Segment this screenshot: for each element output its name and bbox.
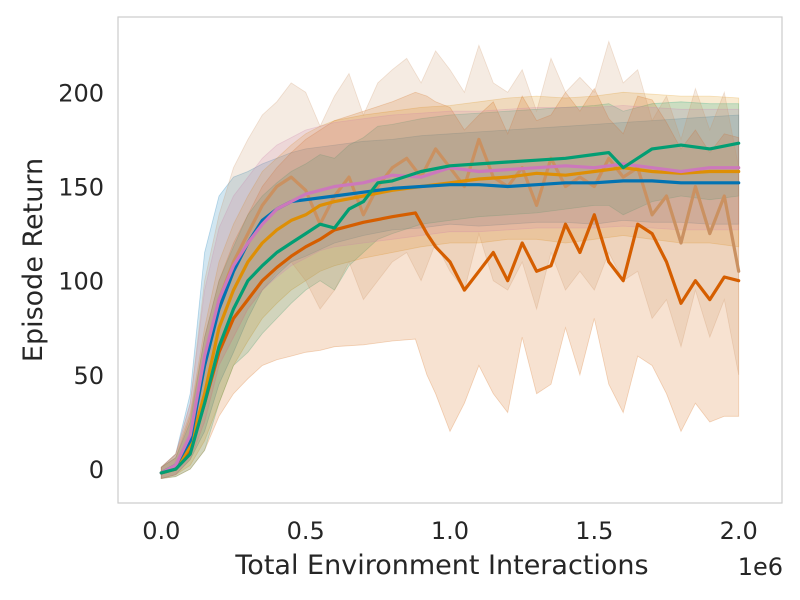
series-vermillion-line (159, 211, 741, 475)
x-axis-offset-label: 1e6 (738, 553, 783, 581)
series-blue-line (159, 179, 741, 475)
series-green-band (160, 101, 740, 479)
series-orange-line (159, 166, 741, 475)
x-tick-label: 1.5 (575, 517, 613, 545)
y-axis-title: Episode Return (18, 158, 49, 362)
series-blue-band (160, 114, 740, 480)
x-axis-title: Total Environment Interactions (234, 550, 648, 581)
x-tick-label: 2.0 (720, 517, 758, 545)
y-tick-label: 150 (58, 174, 104, 202)
x-axis-ticks: 0.0 0.5 1.0 1.5 2.0 (142, 517, 758, 545)
y-tick-label: 50 (73, 362, 104, 390)
y-tick-label: 0 (89, 456, 104, 484)
x-tick-label: 0.0 (142, 517, 180, 545)
series-lines (159, 137, 741, 475)
x-tick-label: 1.0 (431, 517, 469, 545)
series-pink-line (159, 162, 741, 475)
series-green-line (159, 141, 741, 475)
plot-frame (117, 16, 783, 504)
y-tick-label: 200 (58, 79, 104, 107)
y-axis-ticks: 0 50 100 150 200 (58, 79, 104, 484)
x-tick-label: 0.5 (287, 517, 325, 545)
y-tick-label: 100 (58, 268, 104, 296)
